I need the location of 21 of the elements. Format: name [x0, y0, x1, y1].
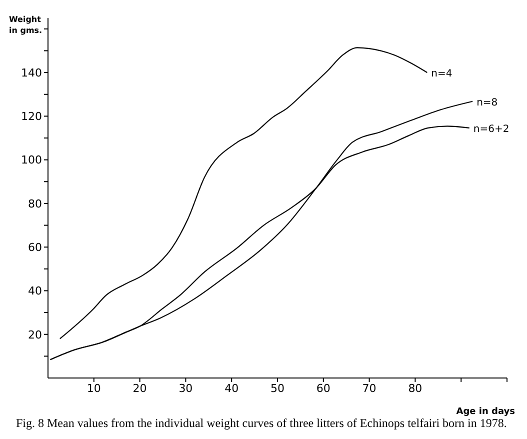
x-tick-label: 60	[316, 382, 330, 395]
x-tick-label: 80	[408, 382, 422, 395]
x-tick-label: 40	[224, 382, 239, 395]
y-tick-label: 40	[28, 284, 42, 298]
y-tick-label: 60	[28, 240, 42, 254]
y-tick-label: 80	[28, 197, 42, 210]
x-axis-title: Age in days	[456, 407, 515, 417]
series-label: n=8	[476, 97, 498, 108]
x-tick-label: 70	[362, 382, 376, 395]
series-label: n=6+2	[473, 124, 510, 135]
series-label: n=4	[431, 68, 452, 80]
x-tick-label: 50	[270, 382, 284, 395]
x-tick-label: 20	[132, 382, 147, 395]
y-axis-title: Weight in gms.	[9, 15, 42, 35]
y-tick-label: 140	[21, 66, 42, 80]
x-tick-label: 10	[86, 382, 101, 395]
x-tick-label: 30	[178, 382, 193, 395]
y-tick-label: 120	[21, 110, 42, 124]
caption: Fig. 8 Mean values from the individual weight curves of three litters of Echinops telfairi born in 1978.	[16, 416, 507, 431]
y-tick-label: 100	[21, 154, 42, 167]
y-tick-label: 20	[28, 328, 42, 342]
